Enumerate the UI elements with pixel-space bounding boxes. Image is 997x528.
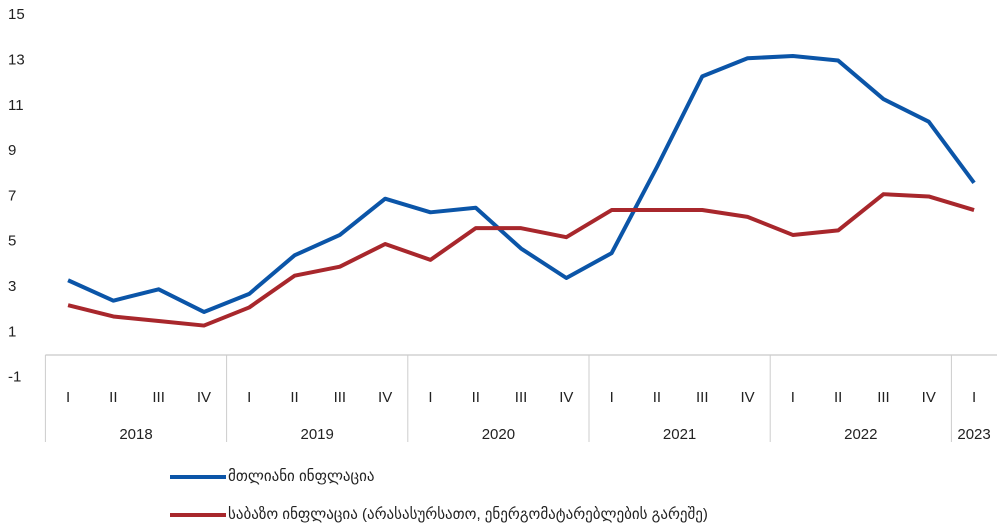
x-tick-label: IV <box>378 389 392 406</box>
series-line <box>67 192 975 328</box>
x-tick-label: II <box>109 389 117 406</box>
year-label: 2023 <box>957 426 990 443</box>
y-tick-label: 5 <box>8 233 16 250</box>
y-tick-label: 9 <box>8 142 16 159</box>
legend-label: საბაზო ინფლაცია (არასასურსათო, ენერგომატ… <box>228 506 708 523</box>
x-tick-label: III <box>334 389 347 406</box>
x-tick-label: I <box>791 389 795 406</box>
x-tick-label: I <box>247 389 251 406</box>
year-label: 2022 <box>844 426 877 443</box>
series-line <box>67 54 976 314</box>
x-tick-label: III <box>696 389 709 406</box>
year-label: 2020 <box>482 426 515 443</box>
x-tick-label: I <box>610 389 614 406</box>
year-label: 2019 <box>301 426 334 443</box>
x-tick-label: III <box>515 389 528 406</box>
y-tick-label: 1 <box>8 323 16 340</box>
y-tick-label: 15 <box>8 6 25 23</box>
y-tick-label: 7 <box>8 187 16 204</box>
year-label: 2021 <box>663 426 696 443</box>
y-tick-label: 13 <box>8 52 25 69</box>
y-tick-label: 11 <box>8 97 24 114</box>
x-tick-label: II <box>290 389 298 406</box>
x-tick-label: IV <box>922 389 936 406</box>
x-tick-label: III <box>877 389 890 406</box>
legend-label: მთლიანი ინფლაცია <box>228 468 374 485</box>
x-tick-label: I <box>972 389 976 406</box>
x-tick-label: IV <box>197 389 211 406</box>
y-tick-label: -1 <box>8 369 21 386</box>
x-tick-label: III <box>152 389 165 406</box>
x-tick-label: II <box>834 389 842 406</box>
x-tick-label: IV <box>740 389 754 406</box>
year-label: 2018 <box>119 426 152 443</box>
x-tick-label: I <box>428 389 432 406</box>
x-tick-label: II <box>653 389 661 406</box>
x-tick-label: I <box>66 389 70 406</box>
x-tick-label: II <box>472 389 480 406</box>
y-tick-label: 3 <box>8 278 16 295</box>
x-tick-label: IV <box>559 389 573 406</box>
